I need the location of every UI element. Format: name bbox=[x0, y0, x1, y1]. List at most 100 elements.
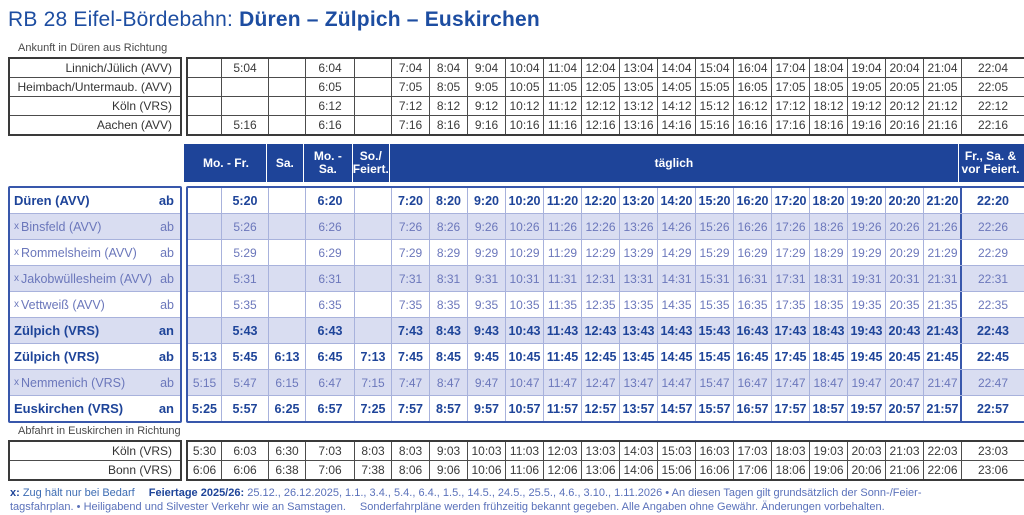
departure-time-grid: 5:30 6:03 6:30 7:03 8:03 8:03 9:03 10:03 11:03 12… bbox=[186, 440, 1024, 481]
time-cell: 9:31 bbox=[468, 266, 505, 291]
time-cell: 7:57 bbox=[392, 396, 429, 421]
station-name: x Vettweiß (AVV) bbox=[14, 297, 105, 312]
time-cell: 21:31 bbox=[924, 266, 961, 291]
time-cell: 6:31 bbox=[306, 266, 354, 291]
time-cell bbox=[188, 240, 221, 265]
time-cell: 9:47 bbox=[468, 370, 505, 395]
time-cell bbox=[269, 59, 305, 77]
time-cell: 15:47 bbox=[696, 370, 733, 395]
time-cell: 15:43 bbox=[696, 318, 733, 343]
time-cell: 18:05 bbox=[810, 78, 847, 96]
time-cell: 20:43 bbox=[886, 318, 923, 343]
time-cell bbox=[188, 97, 221, 115]
time-cell: 19:20 bbox=[848, 188, 885, 213]
time-cell: 7:04 bbox=[392, 59, 429, 77]
time-cell: 8:16 bbox=[430, 116, 467, 134]
station-label: Heimbach/Untermaub. (AVV) bbox=[10, 78, 180, 96]
stop-type-label: ab bbox=[158, 193, 174, 208]
time-cell: 12:05 bbox=[582, 78, 619, 96]
time-cell: 5:16 bbox=[222, 116, 268, 134]
time-cell bbox=[188, 214, 221, 239]
time-cell: 7:38 bbox=[355, 461, 391, 479]
footnote-line-1: x: Zug hält nur bei Bedarf Feiertage 2025… bbox=[10, 487, 1016, 501]
time-cell: 22:12 bbox=[962, 97, 1024, 115]
time-cell: 10:05 bbox=[506, 78, 543, 96]
time-cell: 22:47 bbox=[962, 370, 1024, 395]
day-group-header: täglich bbox=[390, 144, 960, 182]
time-cell: 8:47 bbox=[430, 370, 467, 395]
time-cell: 13:35 bbox=[620, 292, 657, 317]
time-cell: 5:15 bbox=[188, 370, 221, 395]
request-stop-marker: x bbox=[14, 273, 19, 284]
time-cell: 5:30 bbox=[188, 442, 221, 460]
time-cell: 18:29 bbox=[810, 240, 847, 265]
time-cell: 16:35 bbox=[734, 292, 771, 317]
time-cell bbox=[355, 266, 391, 291]
station-label: Bonn (VRS) bbox=[10, 461, 180, 479]
time-cell: 14:06 bbox=[620, 461, 657, 479]
time-cell: 17:12 bbox=[772, 97, 809, 115]
time-cell bbox=[269, 214, 305, 239]
time-cell: 13:31 bbox=[620, 266, 657, 291]
time-cell: 13:03 bbox=[582, 442, 619, 460]
time-cell: 9:05 bbox=[468, 78, 505, 96]
time-cell bbox=[269, 292, 305, 317]
time-cell: 14:31 bbox=[658, 266, 695, 291]
time-cell: 8:45 bbox=[430, 344, 467, 369]
time-cell: 12:12 bbox=[582, 97, 619, 115]
time-cell: 8:05 bbox=[430, 78, 467, 96]
time-cell: 11:45 bbox=[544, 344, 581, 369]
time-cell: 16:57 bbox=[734, 396, 771, 421]
time-cell: 13:57 bbox=[620, 396, 657, 421]
station-row: Zülpich (VRS) ab bbox=[10, 344, 180, 369]
request-stop-marker: x bbox=[14, 221, 19, 232]
station-row: x Rommelsheim (AVV) ab bbox=[10, 240, 180, 265]
time-cell: 7:35 bbox=[392, 292, 429, 317]
time-cell: 6:05 bbox=[306, 78, 354, 96]
time-cell: 14:12 bbox=[658, 97, 695, 115]
time-cell: 7:12 bbox=[392, 97, 429, 115]
time-cell: 19:29 bbox=[848, 240, 885, 265]
time-cell: 22:29 bbox=[962, 240, 1024, 265]
time-cell: 11:31 bbox=[544, 266, 581, 291]
time-cell: 17:05 bbox=[772, 78, 809, 96]
time-cell: 15:29 bbox=[696, 240, 733, 265]
time-cell: 16:04 bbox=[734, 59, 771, 77]
time-cell: 6:20 bbox=[306, 188, 354, 213]
time-cell: 21:04 bbox=[924, 59, 961, 77]
footnote-text: Sonderfahrpläne werden frühzeitig bekann… bbox=[359, 500, 885, 513]
time-cell: 6:04 bbox=[306, 59, 354, 77]
time-cell: 13:47 bbox=[620, 370, 657, 395]
time-cell: 6:35 bbox=[306, 292, 354, 317]
time-cell: 6:12 bbox=[306, 97, 354, 115]
time-cell: 8:12 bbox=[430, 97, 467, 115]
time-cell: 22:06 bbox=[924, 461, 961, 479]
time-cell: 9:16 bbox=[468, 116, 505, 134]
time-cell: 18:26 bbox=[810, 214, 847, 239]
time-cell: 20:57 bbox=[886, 396, 923, 421]
time-cell: 10:47 bbox=[506, 370, 543, 395]
time-cell: 11:43 bbox=[544, 318, 581, 343]
time-cell: 16:16 bbox=[734, 116, 771, 134]
time-cell: 12:04 bbox=[582, 59, 619, 77]
time-cell: 16:20 bbox=[734, 188, 771, 213]
time-cell bbox=[355, 116, 391, 134]
time-cell: 5:20 bbox=[222, 188, 268, 213]
time-cell: 20:35 bbox=[886, 292, 923, 317]
title-route: Düren – Zülpich – Euskirchen bbox=[239, 8, 540, 31]
time-cell: 18:16 bbox=[810, 116, 847, 134]
time-cell: 14:45 bbox=[658, 344, 695, 369]
time-cell: 21:16 bbox=[924, 116, 961, 134]
time-cell bbox=[355, 318, 391, 343]
time-cell: 17:45 bbox=[772, 344, 809, 369]
time-cell: 14:05 bbox=[658, 78, 695, 96]
time-cell: 11:04 bbox=[544, 59, 581, 77]
time-cell: 8:57 bbox=[430, 396, 467, 421]
time-cell: 10:35 bbox=[506, 292, 543, 317]
time-cell: 6:47 bbox=[306, 370, 354, 395]
time-cell: 21:57 bbox=[924, 396, 961, 421]
time-cell: 9:45 bbox=[468, 344, 505, 369]
time-cell: 20:04 bbox=[886, 59, 923, 77]
stop-type-label: ab bbox=[160, 271, 174, 286]
station-label: Aachen (AVV) bbox=[10, 116, 180, 134]
